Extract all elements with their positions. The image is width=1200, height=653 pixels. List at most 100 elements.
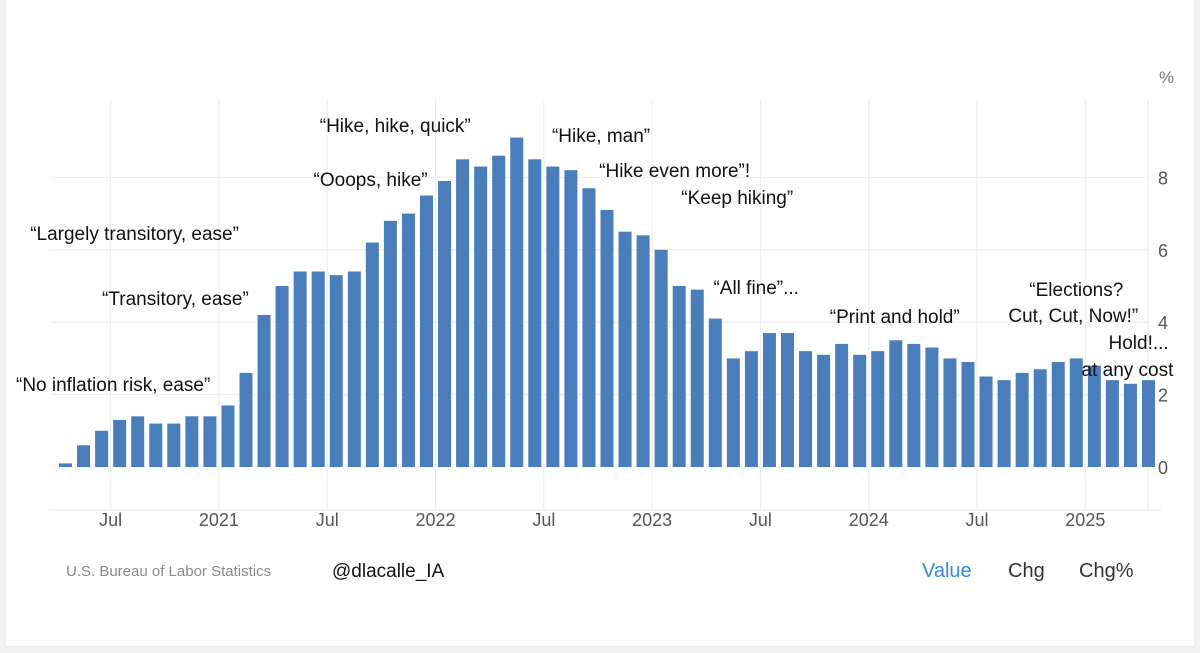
bar (185, 416, 199, 467)
bar (618, 231, 632, 467)
bar (871, 351, 885, 467)
y-tick-label: 8 (1158, 168, 1168, 188)
bar (799, 351, 813, 467)
bar (167, 423, 181, 467)
change-toggle-button[interactable]: Chg (1008, 560, 1045, 582)
data-source-label: U.S. Bureau of Labor Statistics (66, 563, 272, 580)
bar (347, 271, 361, 467)
bar (1142, 380, 1155, 467)
bar (528, 159, 542, 468)
value-toggle-button[interactable]: Value (922, 560, 972, 582)
bar (762, 333, 776, 467)
x-tick-label: Jul (749, 510, 772, 530)
bar (131, 416, 145, 467)
bar (311, 271, 325, 467)
x-tick-label: 2025 (1065, 510, 1105, 530)
bar (293, 271, 307, 467)
bar (979, 376, 993, 467)
bar (1015, 372, 1029, 467)
annotation-label: “Hike, hike, quick” (320, 116, 471, 137)
bar (600, 209, 614, 468)
bar (492, 155, 506, 467)
bar (1105, 380, 1119, 467)
annotation-label: “Transitory, ease” (102, 289, 249, 310)
annotation-label: “Ooops, hike” (314, 170, 428, 191)
bar (203, 416, 217, 467)
y-tick-label: 0 (1158, 458, 1168, 478)
y-axis-unit-label: % (1159, 68, 1174, 87)
y-tick-label: 6 (1158, 241, 1168, 261)
bar (77, 445, 91, 467)
inflation-bar-chart: 0 2 4 6 8% Jul 2021 Jul 2022 Jul 2023 Jul 2024 Jul 202… (16, 68, 1174, 530)
bar (257, 314, 271, 467)
bar (401, 213, 415, 467)
bar (1123, 383, 1137, 467)
bar-layer (59, 137, 1155, 468)
annotation-label: Cut, Cut, Now!” (1008, 306, 1138, 327)
bar (438, 181, 452, 467)
bar (636, 235, 650, 467)
bar (113, 419, 127, 467)
annotation-label: “No inflation risk, ease” (16, 375, 210, 396)
bar (383, 220, 397, 467)
bar (95, 430, 109, 467)
bar (564, 170, 578, 467)
change-percent-toggle-button[interactable]: Chg% (1079, 560, 1134, 582)
annotation-layer: “No inflation risk, ease” “Transitory, ea… (16, 116, 1174, 396)
annotation-label: “Largely transitory, ease” (30, 224, 239, 245)
bar (582, 188, 596, 467)
bar (510, 137, 524, 467)
bar (149, 423, 163, 467)
bar (744, 351, 758, 467)
bar (329, 275, 343, 467)
bar (907, 343, 921, 467)
bar (943, 358, 957, 467)
bar (889, 340, 903, 467)
bar (781, 333, 794, 467)
bar (997, 380, 1011, 467)
x-tick-label: 2021 (199, 510, 239, 530)
annotation-label: “Hike, man” (552, 126, 650, 147)
x-tick-label: Jul (532, 510, 555, 530)
annotation-label: “Elections? (1029, 280, 1123, 301)
bar (275, 286, 289, 467)
bar (690, 289, 704, 467)
bar (817, 354, 831, 467)
annotation-label: “Keep hiking” (681, 188, 793, 209)
bar (708, 318, 722, 467)
bar (726, 358, 740, 467)
x-tick-label: 2022 (416, 510, 456, 530)
annotation-label: “All fine”... (713, 278, 799, 299)
bar (221, 405, 235, 467)
bar (474, 166, 488, 468)
bar (853, 354, 867, 467)
chart-card: 0 2 4 6 8% Jul 2021 Jul 2022 Jul 2023 Jul 2024 Jul 202… (6, 0, 1194, 646)
bar (546, 166, 560, 468)
bar (925, 347, 939, 467)
bar (365, 242, 379, 467)
annotation-label: at any cost (1082, 360, 1175, 381)
bar (59, 463, 72, 467)
bar (654, 249, 668, 467)
bar (1087, 365, 1101, 467)
bar (1069, 358, 1083, 467)
bar (239, 372, 253, 467)
author-handle: @dlacalle_IA (332, 561, 445, 582)
annotation-label: “Print and hold” (830, 307, 960, 328)
bar (961, 362, 975, 467)
tick-layer: 0 2 4 6 8% Jul 2021 Jul 2022 Jul 2023 Jul 2024 Jul 202… (99, 68, 1174, 530)
x-tick-label: Jul (316, 510, 339, 530)
annotation-label: “Hike even more”! (599, 161, 750, 182)
x-tick-label: Jul (966, 510, 989, 530)
bar (456, 159, 470, 468)
annotation-label: Hold!... (1109, 333, 1169, 354)
bar (835, 343, 849, 467)
x-tick-label: Jul (99, 510, 122, 530)
bar (672, 286, 686, 467)
y-tick-label: 4 (1158, 313, 1168, 333)
bar (420, 195, 433, 467)
bar (1051, 362, 1065, 467)
x-tick-label: 2023 (632, 510, 672, 530)
y-tick-label: 2 (1158, 386, 1168, 406)
x-tick-label: 2024 (849, 510, 889, 530)
